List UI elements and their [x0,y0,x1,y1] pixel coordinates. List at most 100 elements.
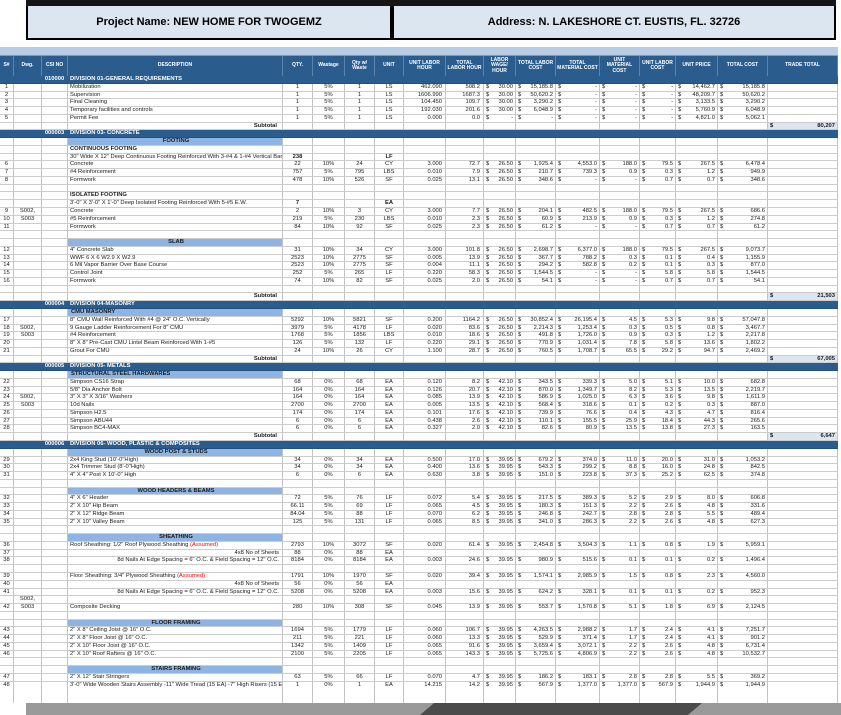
cell-desc[interactable] [68,479,283,488]
cell-tc[interactable]: $5,959.1 [718,541,768,550]
cell-tmc[interactable] [556,534,600,542]
cell-wast[interactable] [313,534,345,542]
cell-qty[interactable]: 6 [283,472,313,480]
cell-umc[interactable]: $0.9 [600,215,640,224]
cell-tlc[interactable]: $739.9 [516,409,556,418]
cell-tt[interactable] [768,456,838,465]
cell-tc[interactable]: $331.6 [718,503,768,511]
cell-tt[interactable] [768,573,838,581]
cell-unit[interactable] [375,596,404,605]
cell-tc[interactable]: $5,062.1 [718,114,768,123]
cell-csi[interactable] [42,308,68,317]
cell-umc[interactable]: $ - [600,270,640,278]
cell-s[interactable]: 20 [0,340,14,348]
cell-umc[interactable]: $1.1 [600,541,640,550]
cell-ulh[interactable]: 3.000 [404,161,446,170]
cell-csi[interactable]: 000004 [42,301,68,309]
cell-wage[interactable]: $30.00 [484,91,516,100]
cell-desc[interactable] [68,285,283,294]
cell-ulh[interactable]: 0.005 [404,254,446,263]
cell-tt[interactable] [768,526,838,535]
cell-csi[interactable] [42,347,68,356]
cell-tc[interactable]: $348.6 [718,176,768,185]
cell-desc[interactable]: #5 Reinforcement [68,215,283,224]
cell-umc[interactable]: $8.8 [600,464,640,473]
cell-s[interactable]: 19 [0,332,14,341]
cell-umc[interactable]: $ - [600,83,640,92]
cell-umc[interactable] [600,448,640,457]
cell-tc[interactable]: $887.0 [718,402,768,410]
cell-ulh[interactable] [404,433,446,441]
cell-ulc[interactable] [640,301,676,309]
cell-qww[interactable] [345,76,375,84]
cell-tc[interactable] [718,448,768,457]
cell-desc[interactable] [68,526,283,535]
cell-tt[interactable] [768,402,838,410]
cell-tmc[interactable]: $4,806.9 [556,650,600,659]
cell-tt[interactable] [768,658,838,667]
cell-wast[interactable] [313,184,345,193]
cell-dwg[interactable] [14,673,42,682]
cell-wast[interactable]: 0% [313,394,345,403]
cell-ulc[interactable]: $79.5 [640,161,676,170]
cell-s[interactable] [0,658,14,667]
cell-qty[interactable] [283,239,313,247]
cell-ulh[interactable]: 0.060 [404,635,446,643]
cell-tlh[interactable] [446,301,484,309]
cell-tlc[interactable]: $210.7 [516,169,556,177]
cell-csi[interactable] [42,409,68,418]
cell-wage[interactable]: $39.95 [484,604,516,612]
cell-dwg[interactable] [14,557,42,566]
cell-umc[interactable]: $1.5 [600,573,640,581]
cell-qww[interactable]: 34 [345,464,375,473]
cell-qww[interactable]: 6 [345,417,375,426]
cell-wage[interactable]: $39.95 [484,673,516,682]
cell-qty[interactable] [283,658,313,667]
cell-tc[interactable]: $1,053.2 [718,456,768,465]
cell-tlc[interactable] [516,122,556,131]
cell-up[interactable]: $4.7 [676,409,718,418]
cell-desc[interactable]: Temporary facilities and controls [68,107,283,115]
cell-tlh[interactable]: 109.7 [446,99,484,108]
cell-tt[interactable] [768,130,838,139]
cell-s[interactable] [0,192,14,201]
cell-unit[interactable]: EA [375,402,404,410]
cell-up[interactable]: $62.5 [676,472,718,480]
cell-tlh[interactable]: 5.4 [446,495,484,504]
cell-unit[interactable] [375,145,404,154]
section-banner[interactable]: SHEATHING [68,534,283,542]
cell-tmc[interactable]: $2,985.9 [556,573,600,581]
column-header-tc[interactable]: TOTAL COST [718,56,768,76]
cell-tlc[interactable]: $82.6 [516,425,556,434]
cell-wast[interactable]: 5% [313,340,345,348]
cell-ulh[interactable] [404,549,446,558]
cell-qty[interactable] [283,371,313,379]
cell-wage[interactable]: $42.10 [484,402,516,410]
cell-dwg[interactable] [14,169,42,177]
cell-dwg[interactable] [14,138,42,146]
cell-ulc[interactable]: $2.6 [640,503,676,511]
cell-unit[interactable] [375,619,404,628]
cell-dwg[interactable]: S002, [14,596,42,605]
cell-desc[interactable]: 2" X 12" Stair Stringers [68,673,283,682]
cell-ulh[interactable]: 462.090 [404,83,446,92]
cell-desc[interactable] [68,611,283,620]
cell-unit[interactable] [375,433,404,441]
cell-up[interactable] [676,301,718,309]
cell-wage[interactable]: $39.95 [484,472,516,480]
cell-tlc[interactable]: $770.9 [516,340,556,348]
cell-csi[interactable] [42,114,68,123]
cell-qty[interactable]: 126 [283,340,313,348]
cell-wage[interactable]: $26.50 [484,223,516,232]
cell-qww[interactable] [345,200,375,209]
cell-unit[interactable]: LF [375,270,404,278]
cell-desc[interactable]: Concrete [68,161,283,170]
cell-ulh[interactable]: 1.100 [404,347,446,356]
cell-tmc[interactable] [556,479,600,488]
cell-ulh[interactable] [404,192,446,201]
cell-ulc[interactable]: $29.2 [640,347,676,356]
cell-desc[interactable] [68,184,283,193]
cell-ulc[interactable]: $2.4 [640,635,676,643]
cell-tlh[interactable]: 28.7 [446,347,484,356]
cell-wast[interactable]: 10% [313,604,345,612]
